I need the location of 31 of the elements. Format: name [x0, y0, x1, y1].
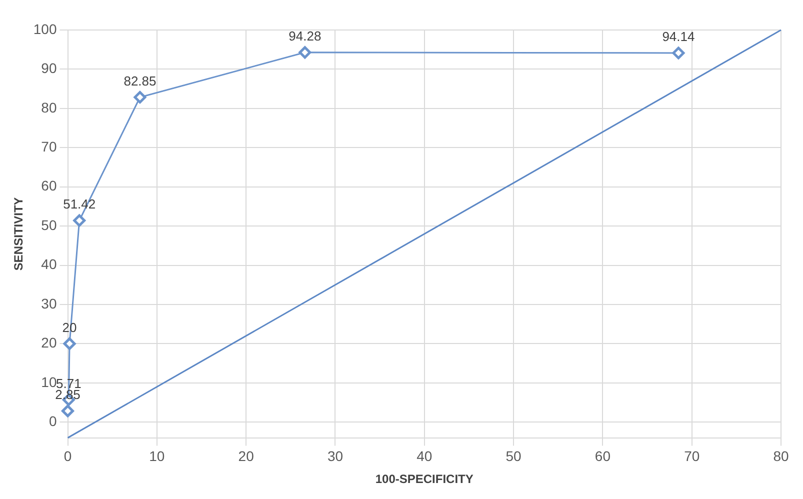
- point: [62, 404, 74, 418]
- y-tick-label: 10: [41, 374, 57, 390]
- x-tick-label: 30: [327, 448, 344, 464]
- y-tick-label: 50: [41, 216, 57, 233]
- data-label: 82.85: [124, 73, 156, 88]
- x-tick-label: 70: [684, 448, 700, 464]
- y-tick-label: 90: [41, 60, 57, 76]
- x-tick-label: 80: [773, 448, 789, 464]
- x-tick-label: 20: [238, 448, 254, 464]
- x-tick-label: 60: [594, 448, 611, 464]
- y-tick-label: 60: [41, 178, 57, 194]
- y-tick-label: 40: [41, 256, 57, 272]
- point: [672, 46, 685, 60]
- x-tick-label: 0: [64, 448, 72, 464]
- y-axis-title: SENSITIVITY: [12, 197, 26, 271]
- point: [73, 214, 86, 227]
- y-tick-label: 30: [41, 295, 57, 312]
- point: [134, 91, 146, 104]
- point: [63, 337, 76, 350]
- y-tick-label: 0: [48, 412, 57, 429]
- x-tick-label: 10: [149, 448, 165, 464]
- x-tick-label: 50: [506, 448, 522, 464]
- y-tick-label: 80: [41, 99, 57, 116]
- x-tick-label: 40: [416, 448, 432, 464]
- x-axis-title: 100-SPECIFICITY: [375, 472, 474, 486]
- y-tick-label: 100: [33, 20, 57, 37]
- y-tick-label: 70: [41, 138, 57, 154]
- y-tick-label: 20: [41, 334, 57, 351]
- data-label: 94.28: [288, 28, 322, 44]
- data-label: 94.14: [662, 29, 695, 44]
- point: [298, 46, 312, 59]
